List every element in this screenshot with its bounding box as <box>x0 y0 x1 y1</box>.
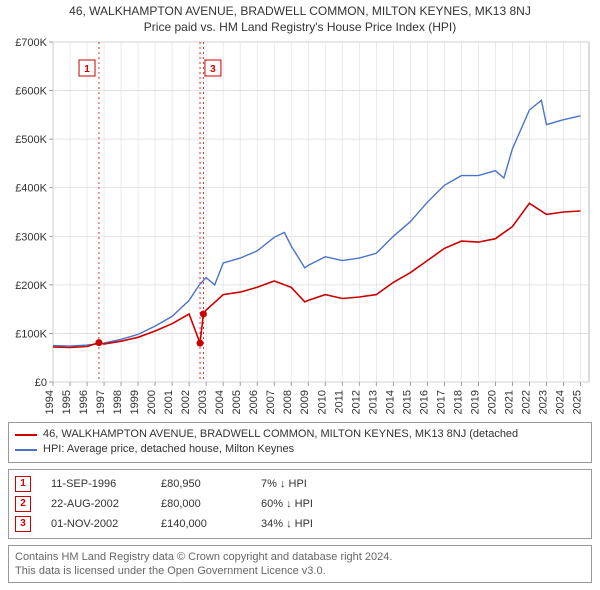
svg-text:2024: 2024 <box>554 390 566 414</box>
svg-text:2000: 2000 <box>146 390 158 414</box>
event-delta: 7% ↓ HPI <box>261 478 307 490</box>
legend-swatch <box>15 449 37 451</box>
title-subtitle: Price paid vs. HM Land Registry's House … <box>6 20 594 34</box>
svg-text:2010: 2010 <box>316 390 328 414</box>
svg-text:2016: 2016 <box>418 390 430 414</box>
event-date: 11-SEP-1996 <box>51 478 141 490</box>
chart-svg: £0 £100K £200K £300K £400K £500K £600K £700K 199… <box>5 36 595 416</box>
svg-text:2011: 2011 <box>333 390 345 414</box>
svg-text:2009: 2009 <box>299 390 311 414</box>
svg-text:£0: £0 <box>35 377 47 389</box>
title-address: 46, WALKHAMPTON AVENUE, BRADWELL COMMON,… <box>6 4 594 18</box>
svg-text:2023: 2023 <box>537 390 549 414</box>
legend: 46, WALKHAMPTON AVENUE, BRADWELL COMMON,… <box>8 422 592 463</box>
svg-text:3: 3 <box>210 64 216 75</box>
svg-text:2025: 2025 <box>571 390 583 414</box>
svg-text:1996: 1996 <box>78 390 90 414</box>
event-row: 1 11-SEP-1996 £80,950 7% ↓ HPI <box>15 474 585 494</box>
event-date: 01-NOV-2002 <box>51 518 141 530</box>
license-line1: Contains HM Land Registry data © Crown c… <box>15 550 585 564</box>
legend-row: HPI: Average price, detached house, Milt… <box>15 442 585 457</box>
event-row: 3 01-NOV-2002 £140,000 34% ↓ HPI <box>15 514 585 534</box>
svg-text:2021: 2021 <box>503 390 515 414</box>
chart-title-block: 46, WALKHAMPTON AVENUE, BRADWELL COMMON,… <box>0 0 600 36</box>
event-delta: 60% ↓ HPI <box>261 498 313 510</box>
svg-text:£700K: £700K <box>15 37 47 49</box>
svg-text:£500K: £500K <box>15 134 47 146</box>
svg-text:2005: 2005 <box>231 390 243 414</box>
svg-text:2001: 2001 <box>163 390 175 414</box>
license-line2: This data is licensed under the Open Gov… <box>15 564 585 578</box>
event-row: 2 22-AUG-2002 £80,000 60% ↓ HPI <box>15 494 585 514</box>
svg-text:2018: 2018 <box>452 390 464 414</box>
svg-text:2013: 2013 <box>367 390 379 414</box>
svg-text:1994: 1994 <box>44 390 56 414</box>
svg-text:2014: 2014 <box>384 390 396 414</box>
event-price: £140,000 <box>161 518 241 530</box>
svg-text:£600K: £600K <box>15 86 47 98</box>
event-price: £80,000 <box>161 498 241 510</box>
svg-text:2022: 2022 <box>520 390 532 414</box>
svg-text:£400K: £400K <box>15 183 47 195</box>
svg-text:2004: 2004 <box>214 390 226 414</box>
svg-text:2019: 2019 <box>469 390 481 414</box>
svg-text:2020: 2020 <box>486 390 498 414</box>
svg-text:1997: 1997 <box>95 390 107 414</box>
legend-label: HPI: Average price, detached house, Milt… <box>43 442 294 457</box>
svg-text:2002: 2002 <box>180 390 192 414</box>
legend-label: 46, WALKHAMPTON AVENUE, BRADWELL COMMON,… <box>43 427 518 442</box>
svg-text:2003: 2003 <box>197 390 209 414</box>
svg-text:£100K: £100K <box>15 328 47 340</box>
event-marker: 3 <box>15 516 31 532</box>
price-chart: £0 £100K £200K £300K £400K £500K £600K £700K 199… <box>5 36 595 416</box>
svg-text:2015: 2015 <box>401 390 413 414</box>
svg-text:1999: 1999 <box>129 390 141 414</box>
legend-swatch <box>15 434 37 436</box>
event-delta: 34% ↓ HPI <box>261 518 313 530</box>
event-price: £80,950 <box>161 478 241 490</box>
svg-text:2008: 2008 <box>282 390 294 414</box>
svg-text:2012: 2012 <box>350 390 362 414</box>
event-marker: 2 <box>15 496 31 512</box>
svg-text:2007: 2007 <box>265 390 277 414</box>
svg-text:£300K: £300K <box>15 231 47 243</box>
svg-text:2017: 2017 <box>435 390 447 414</box>
sale-events-table: 1 11-SEP-1996 £80,950 7% ↓ HPI 2 22-AUG-2002 £… <box>8 469 592 539</box>
svg-text:2006: 2006 <box>248 390 260 414</box>
event-date: 22-AUG-2002 <box>51 498 141 510</box>
svg-text:1995: 1995 <box>61 390 73 414</box>
license-notice: Contains HM Land Registry data © Crown c… <box>8 545 592 584</box>
event-marker: 1 <box>15 476 31 492</box>
svg-text:1998: 1998 <box>112 390 124 414</box>
legend-row: 46, WALKHAMPTON AVENUE, BRADWELL COMMON,… <box>15 427 585 442</box>
svg-text:1: 1 <box>84 64 90 75</box>
svg-text:£200K: £200K <box>15 280 47 292</box>
